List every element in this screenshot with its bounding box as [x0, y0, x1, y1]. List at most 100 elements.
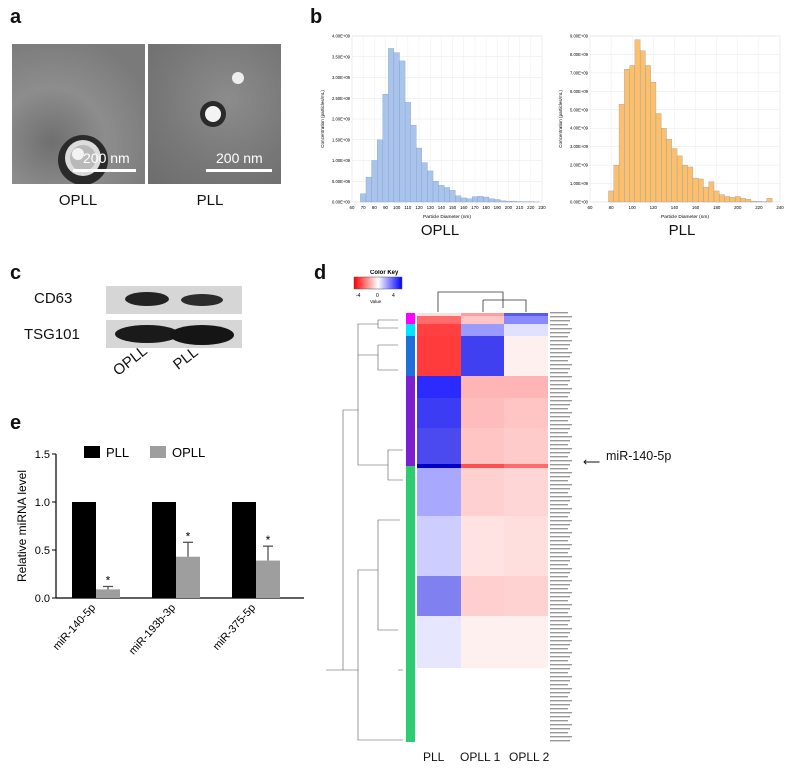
heatmap-row-label: [550, 316, 572, 318]
opll-hist-xtick-label: 60: [350, 205, 355, 210]
pll-hist-bar: [698, 178, 704, 203]
opll-hist-bar: [376, 139, 383, 203]
caption-a-pll: PLL: [196, 192, 224, 209]
opll-hist-bar: [410, 125, 417, 203]
scale-bar-opll: [73, 169, 136, 172]
opll-hist-bar: [388, 48, 395, 203]
heatmap-row-label: [550, 456, 568, 458]
pll-hist-bar: [645, 65, 651, 203]
heatmap-row-label: [550, 452, 570, 454]
pll-hist-bar: [745, 199, 752, 203]
panel-label-d: d: [314, 262, 327, 284]
heatmap-cell: [461, 428, 505, 464]
pll-hist-xtick-label: 80: [609, 205, 614, 210]
blot-label-cd63: CD63: [34, 290, 73, 307]
heatmap-cell: [461, 316, 505, 324]
opll-hist-bar: [488, 198, 495, 203]
color-key-title: Color Key: [370, 270, 399, 276]
heatmap-row-label: [550, 332, 570, 334]
opll-hist-bar: [466, 198, 473, 203]
heatmap-row-label: [550, 652, 572, 654]
heatmap-cell: [417, 576, 461, 616]
opll-hist-ytick-label: 1.50E+09: [332, 137, 351, 142]
heatmap-cell: [504, 516, 548, 576]
scale-text-pll: 200 nm: [216, 150, 263, 166]
heatmap-cell: [461, 336, 505, 376]
heatmap-col-label-opll2: OPLL 2: [509, 750, 550, 764]
opll-hist-ytick-label: 1.00E+09: [332, 158, 351, 163]
blot-band-tsg101-pll: [170, 325, 234, 345]
heatmap-row-label: [550, 460, 572, 462]
opll-hist-xtick-label: 210: [516, 205, 524, 210]
opll-hist-xtick-label: 90: [383, 205, 388, 210]
heatmap-row-label: [550, 516, 568, 518]
heatmap-row-label: [550, 588, 568, 590]
heatmap-row-label: [550, 320, 570, 322]
opll-hist-bar: [477, 196, 484, 203]
panel-label-c: c: [10, 262, 22, 284]
qpcr-category-label: miR-375-5p: [211, 602, 258, 653]
heatmap-row-label: [550, 368, 570, 370]
heatmap-row-label: [550, 684, 568, 686]
heatmap-row-label: [550, 524, 570, 526]
heatmap-row-label: [550, 728, 570, 730]
heatmap-row-label: [550, 580, 572, 582]
opll-hist-xtick-label: 150: [449, 205, 457, 210]
heatmap-cell: [504, 316, 548, 324]
heatmap-row-label: [550, 644, 570, 646]
pll-hist-ytick-label: 5.00E+09: [570, 107, 589, 112]
opll-hist-bar: [404, 102, 411, 203]
heatmap-row-label: [550, 496, 572, 498]
heatmap-row-label: [550, 636, 568, 638]
heatmap-row-label: [550, 620, 570, 622]
heatmap-row-label: [550, 396, 568, 398]
opll-hist-xtick-label: 170: [471, 205, 479, 210]
heatmap-cell: [461, 464, 505, 468]
cluster-bar-cyan: [406, 324, 415, 336]
heatmap-row-label: [550, 640, 572, 642]
pll-hist-bar: [750, 200, 757, 203]
pll-hist-bar: [608, 190, 614, 203]
pll-hist-bar: [629, 65, 636, 203]
qpcr-ytick-label: 0.5: [35, 545, 50, 557]
legend-swatch-pll: [84, 446, 100, 458]
qpcr-bar-pll: [232, 502, 256, 598]
heatmap-row-label: [550, 668, 570, 670]
heatmap-cell: [417, 313, 461, 316]
heatmap-cell: [417, 464, 461, 468]
heatmap-cell: [461, 324, 505, 336]
pll-hist-ylabel: Concentration (particles/mL): [558, 90, 563, 148]
heatmap-row-label: [550, 420, 568, 422]
heatmap-row-label: [550, 380, 570, 382]
legend-swatch-opll: [150, 446, 166, 458]
heatmap-row-label: [550, 632, 570, 634]
heatmap-row-label: [550, 424, 572, 426]
heatmap-row-label: [550, 412, 572, 414]
opll-hist-xlabel: Particle Diameter (nm): [423, 214, 471, 220]
western-blot: [106, 286, 242, 348]
opll-hist-bar: [460, 197, 467, 203]
heatmap-row-label: [550, 552, 568, 554]
opll-hist-ytick-label: 5.00E+08: [332, 179, 351, 184]
heatmap-cell: [417, 336, 461, 376]
heatmap-row-label: [550, 408, 568, 410]
heatmap-row-label: [550, 392, 570, 394]
opll-hist-bar: [511, 201, 518, 203]
vesicle-pll: [200, 72, 244, 127]
heatmap-row-label: [550, 484, 572, 486]
heatmap-row-label: [550, 364, 572, 366]
heatmap-row-label: [550, 328, 572, 330]
heatmap-row-label: [550, 448, 572, 450]
opll-hist-bar: [421, 162, 428, 203]
pll-hist-bar: [639, 50, 646, 203]
heatmap-row-label: [550, 548, 570, 550]
heatmap-row-label: [550, 500, 570, 502]
heatmap-row-label: [550, 432, 568, 434]
heatmap-row-label: [550, 512, 570, 514]
histogram-pll: 0.00E+00 1.00E+09 2.00E+09 3.00E+09 4.00E+09…: [558, 34, 784, 221]
qpcr-ytick-label: 0.0: [35, 593, 50, 605]
heatmap-row-label: [550, 440, 570, 442]
pll-hist-xtick-label: 160: [692, 205, 700, 210]
blot-label-tsg101: TSG101: [24, 326, 80, 343]
scale-text-opll: 200 nm: [83, 150, 130, 166]
